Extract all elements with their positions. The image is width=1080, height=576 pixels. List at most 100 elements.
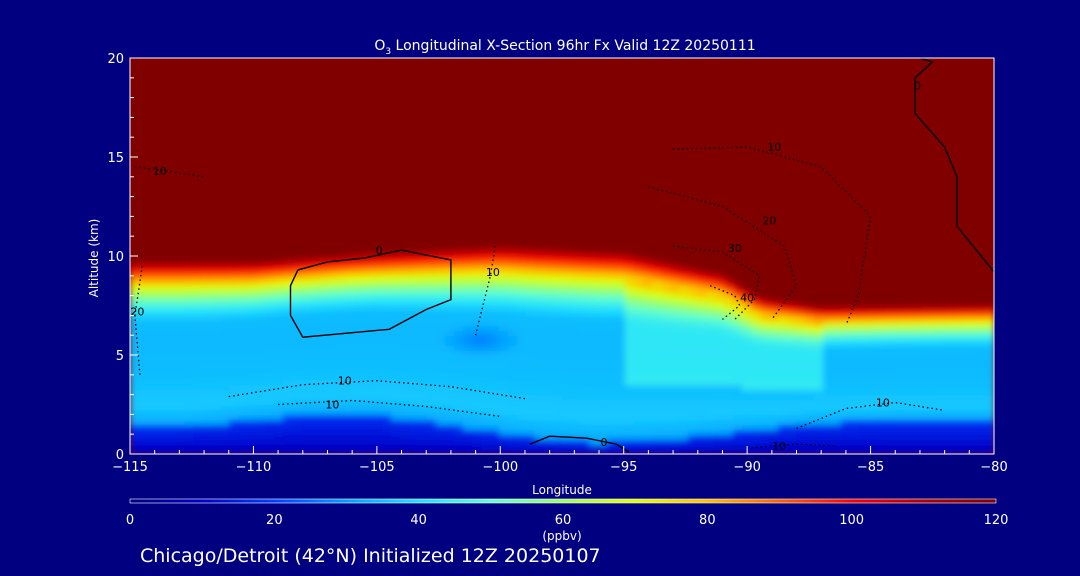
- field-cell: [283, 285, 293, 292]
- field-cell: [274, 256, 284, 262]
- field-cell: [643, 161, 653, 168]
- field-cell: [643, 355, 653, 361]
- field-cell: [508, 117, 518, 124]
- field-cell: [481, 196, 491, 203]
- field-cell: [346, 449, 356, 454]
- field-cell: [607, 152, 617, 158]
- field-cell: [661, 419, 671, 426]
- field-cell: [130, 241, 140, 247]
- field-cell: [616, 330, 626, 336]
- field-cell: [211, 87, 221, 94]
- field-cell: [148, 246, 158, 252]
- field-cell: [607, 117, 617, 124]
- field-cell: [382, 305, 392, 312]
- field-cell: [220, 166, 230, 173]
- field-cell: [490, 157, 500, 163]
- field-cell: [589, 67, 599, 74]
- field-cell: [166, 429, 176, 435]
- field-cell: [571, 384, 581, 391]
- field-cell: [616, 300, 626, 307]
- field-cell: [517, 335, 527, 341]
- field-cell: [409, 295, 419, 302]
- field-cell: [598, 325, 608, 332]
- field-cell: [445, 87, 455, 94]
- field-cell: [490, 102, 500, 109]
- field-cell: [679, 132, 689, 138]
- field-cell: [157, 87, 167, 94]
- field-cell: [499, 379, 509, 386]
- field-cell: [472, 374, 482, 381]
- field-cell: [427, 157, 437, 163]
- field-cell: [175, 62, 185, 69]
- field-cell: [337, 77, 347, 84]
- field-cell: [139, 394, 149, 401]
- field-cell: [202, 186, 212, 193]
- field-cell: [256, 241, 266, 247]
- field-cell: [562, 92, 572, 99]
- field-cell: [472, 97, 482, 104]
- field-cell: [616, 285, 626, 292]
- field-cell: [157, 345, 167, 351]
- field-cell: [328, 399, 338, 406]
- field-cell: [454, 414, 464, 421]
- field-cell: [472, 201, 482, 208]
- field-cell: [643, 176, 653, 183]
- field-cell: [427, 325, 437, 332]
- field-cell: [391, 384, 401, 391]
- field-cell: [391, 434, 401, 440]
- field-cell: [265, 374, 275, 381]
- field-cell: [328, 340, 338, 346]
- field-cell: [571, 265, 581, 272]
- field-cell: [292, 171, 302, 178]
- field-cell: [571, 221, 581, 228]
- field-cell: [238, 345, 248, 351]
- field-cell: [400, 127, 410, 133]
- field-cell: [157, 231, 167, 237]
- field-cell: [562, 355, 572, 361]
- field-cell: [130, 216, 140, 223]
- field-cell: [454, 147, 464, 153]
- field-cell: [670, 409, 680, 416]
- field-cell: [463, 201, 473, 208]
- field-cell: [508, 305, 518, 312]
- field-cell: [373, 201, 383, 208]
- field-cell: [202, 315, 212, 322]
- field-cell: [373, 102, 383, 109]
- field-cell: [517, 221, 527, 228]
- field-cell: [553, 87, 563, 94]
- field-cell: [283, 67, 293, 74]
- field-cell: [373, 117, 383, 124]
- field-cell: [445, 147, 455, 153]
- field-cell: [499, 414, 509, 421]
- field-cell: [526, 201, 536, 208]
- field-cell: [616, 87, 626, 94]
- field-cell: [562, 335, 572, 341]
- field-cell: [220, 315, 230, 322]
- field-cell: [652, 157, 662, 163]
- field-cell: [688, 350, 698, 356]
- field-cell: [409, 449, 419, 454]
- field-cell: [481, 374, 491, 381]
- field-cell: [283, 176, 293, 183]
- field-cell: [391, 157, 401, 163]
- field-cell: [220, 330, 230, 336]
- field-cell: [265, 97, 275, 104]
- field-cell: [283, 191, 293, 198]
- field-cell: [202, 359, 212, 366]
- field-cell: [562, 82, 572, 89]
- field-cell: [130, 122, 140, 129]
- field-cell: [571, 186, 581, 193]
- field-cell: [382, 107, 392, 114]
- field-cell: [202, 265, 212, 272]
- field-cell: [130, 310, 140, 317]
- field-cell: [319, 77, 329, 84]
- field-cell: [481, 117, 491, 124]
- field-cell: [580, 226, 590, 232]
- field-cell: [211, 280, 221, 287]
- field-cell: [571, 92, 581, 99]
- field-cell: [589, 256, 599, 262]
- field-cell: [607, 261, 617, 267]
- field-cell: [544, 419, 554, 426]
- field-cell: [337, 300, 347, 307]
- field-cell: [517, 419, 527, 426]
